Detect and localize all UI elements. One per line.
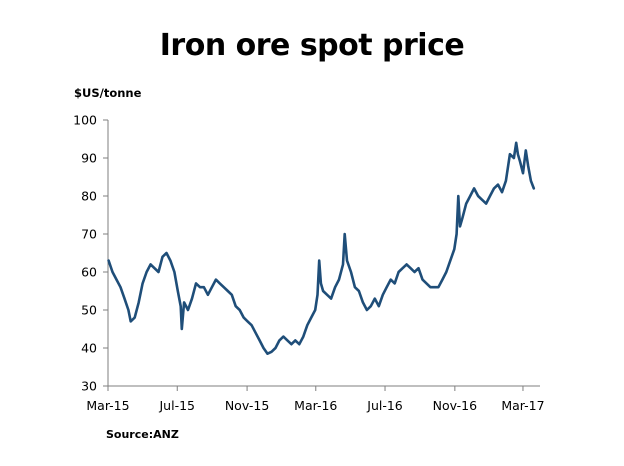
y-tick-label: 100 bbox=[73, 113, 97, 128]
y-tick-label: 90 bbox=[81, 151, 97, 166]
y-tick-label: 80 bbox=[81, 189, 97, 204]
y-axis-label: $US/tonne bbox=[74, 86, 142, 100]
x-tick-label: Jul-16 bbox=[366, 398, 403, 413]
iron-ore-price-line bbox=[107, 141, 536, 355]
chart-title: Iron ore spot price bbox=[159, 28, 465, 63]
x-tick-label: Nov-15 bbox=[225, 398, 269, 413]
x-tick-label: Mar-16 bbox=[294, 398, 337, 413]
y-tick-label: 40 bbox=[81, 341, 97, 356]
source-note: Source:ANZ bbox=[106, 428, 179, 441]
y-tick-label: 30 bbox=[81, 379, 97, 394]
y-tick-label: 60 bbox=[81, 265, 97, 280]
x-tick-label: Nov-16 bbox=[433, 398, 478, 413]
x-tick-label: Mar-17 bbox=[501, 398, 544, 413]
y-tick-label: 50 bbox=[81, 303, 97, 318]
y-tick-label: 70 bbox=[81, 227, 97, 242]
x-tick-label: Mar-15 bbox=[86, 398, 129, 413]
x-tick-label: Jul-15 bbox=[159, 398, 196, 413]
